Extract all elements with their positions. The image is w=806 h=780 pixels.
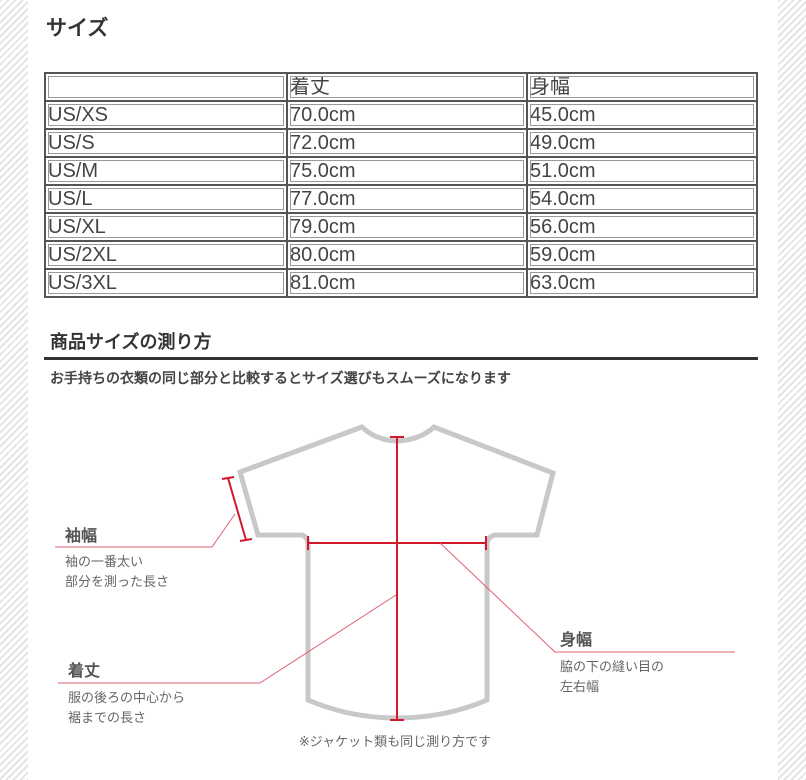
measure-heading: 商品サイズの測り方: [50, 332, 212, 353]
measure-lines: [221, 436, 487, 721]
table-row: US/XS 70.0cm 45.0cm: [44, 100, 758, 130]
table-cell: 70.0cm: [286, 100, 528, 130]
table-cell: US/L: [44, 184, 288, 214]
table-cell: 56.0cm: [526, 212, 758, 242]
table-cell: 75.0cm: [286, 156, 528, 186]
table-cell: US/S: [44, 128, 288, 158]
table-cell: 80.0cm: [286, 240, 528, 270]
size-table: 着丈 身幅 US/XS 70.0cm 45.0cm US/S 72.0cm 49.0cm U…: [44, 72, 758, 298]
table-cell: 51.0cm: [526, 156, 758, 186]
length-desc: 服の後ろの中心から 裾までの長さ: [68, 689, 185, 729]
width-desc: 脇の下の縫い目の 左右幅: [560, 658, 664, 698]
table-cell: 72.0cm: [286, 128, 528, 158]
divider: [44, 357, 758, 360]
footnote: ※ジャケット類も同じ測り方です: [298, 735, 492, 750]
table-row: US/2XL 80.0cm 59.0cm: [44, 240, 758, 270]
section-title: サイズ: [46, 16, 109, 40]
sleeve-label: 袖幅: [65, 526, 98, 545]
header-cell: [44, 72, 288, 102]
width-label: 身幅: [560, 630, 593, 649]
table-cell: 63.0cm: [526, 268, 758, 298]
width-desc-1: 脇の下の縫い目の: [560, 660, 665, 675]
table-cell: 79.0cm: [286, 212, 528, 242]
table-row: US/L 77.0cm 54.0cm: [44, 184, 758, 214]
sleeve-desc-2: 部分を測った長さ: [65, 575, 170, 590]
header-cell: 着丈: [286, 72, 528, 102]
sleeve-desc-1: 袖の一番太い: [65, 555, 144, 570]
table-cell: 49.0cm: [526, 128, 758, 158]
table-cell: 45.0cm: [526, 100, 758, 130]
table-cell: 81.0cm: [286, 268, 528, 298]
length-label: 着丈: [68, 661, 101, 680]
measure-lead: お手持ちの衣類の同じ部分と比較するとサイズ選びもスムーズになります: [50, 371, 511, 387]
table-row: US/3XL 81.0cm 63.0cm: [44, 268, 758, 298]
sleeve-desc: 袖の一番太い部分を測った長さ: [65, 553, 169, 593]
table-row: US/M 75.0cm 51.0cm: [44, 156, 758, 186]
width-desc-2: 左右幅: [560, 680, 600, 695]
left-stripe: [0, 0, 28, 780]
right-stripe: [778, 0, 806, 780]
header-cell: 身幅: [526, 72, 758, 102]
table-cell: US/2XL: [44, 240, 288, 270]
length-desc-2: 裾までの長さ: [68, 711, 147, 726]
table-row: US/S 72.0cm 49.0cm: [44, 128, 758, 158]
table-row: US/XL 79.0cm 56.0cm: [44, 212, 758, 242]
leader-lines: [55, 513, 735, 684]
table-cell: US/3XL: [44, 268, 288, 298]
table-cell: 54.0cm: [526, 184, 758, 214]
length-desc-1: 服の後ろの中心から: [68, 691, 186, 706]
table-cell: US/XS: [44, 100, 288, 130]
table-header-row: 着丈 身幅: [44, 72, 758, 102]
table-cell: 59.0cm: [526, 240, 758, 270]
table-cell: US/XL: [44, 212, 288, 242]
table-cell: 77.0cm: [286, 184, 528, 214]
table-cell: US/M: [44, 156, 288, 186]
